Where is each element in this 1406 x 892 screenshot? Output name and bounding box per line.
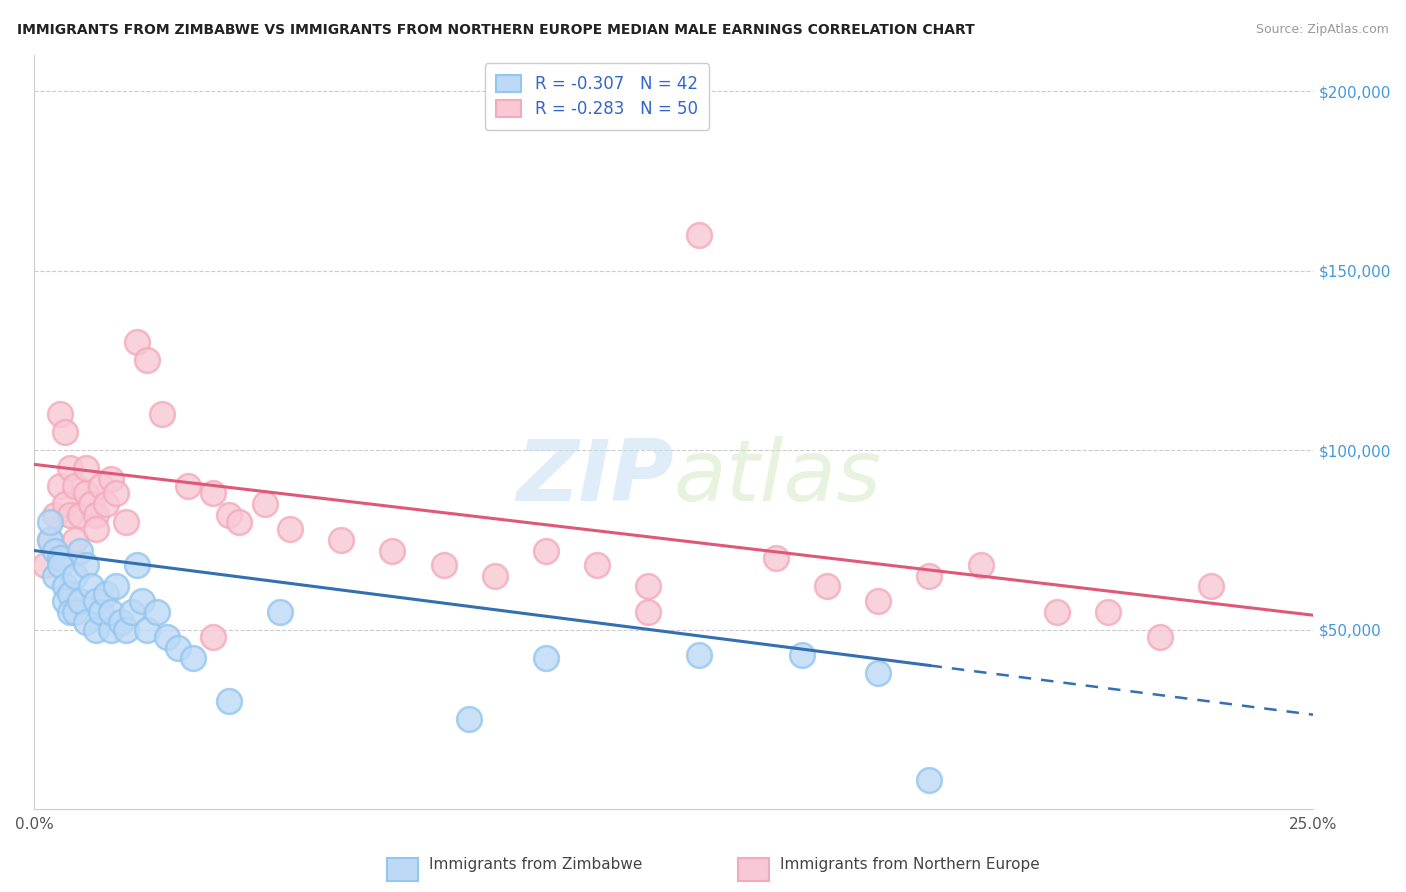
Point <box>100 623 122 637</box>
Point <box>125 335 148 350</box>
Point <box>53 579 76 593</box>
Point <box>688 227 710 242</box>
Point <box>1046 605 1069 619</box>
Point <box>84 522 107 536</box>
Point <box>65 479 87 493</box>
Text: Immigrants from Zimbabwe: Immigrants from Zimbabwe <box>429 857 643 872</box>
Point <box>65 605 87 619</box>
Point <box>59 587 82 601</box>
Point <box>75 461 97 475</box>
Point <box>868 665 890 680</box>
Point <box>458 712 481 726</box>
Point <box>1097 605 1119 619</box>
Point <box>59 461 82 475</box>
Point <box>218 694 240 708</box>
Point <box>381 543 404 558</box>
Point <box>65 568 87 582</box>
Point <box>253 497 276 511</box>
Point <box>637 605 659 619</box>
Point <box>125 558 148 572</box>
Point <box>150 407 173 421</box>
Point <box>534 543 557 558</box>
Point <box>53 594 76 608</box>
Point <box>218 508 240 522</box>
Point <box>94 587 117 601</box>
Point <box>177 479 200 493</box>
Point <box>269 605 291 619</box>
Point <box>53 425 76 439</box>
Point <box>918 773 941 788</box>
Point <box>69 594 91 608</box>
Point <box>84 623 107 637</box>
Point <box>202 486 225 500</box>
Point <box>484 568 506 582</box>
Point <box>202 630 225 644</box>
Point <box>105 486 128 500</box>
Point <box>815 579 838 593</box>
Point <box>121 605 143 619</box>
Point <box>38 515 60 529</box>
Point <box>65 533 87 547</box>
Point <box>135 623 157 637</box>
Point <box>79 579 101 593</box>
Text: IMMIGRANTS FROM ZIMBABWE VS IMMIGRANTS FROM NORTHERN EUROPE MEDIAN MALE EARNINGS: IMMIGRANTS FROM ZIMBABWE VS IMMIGRANTS F… <box>17 23 974 37</box>
Point <box>75 615 97 630</box>
Point <box>105 579 128 593</box>
Point <box>90 605 112 619</box>
Point <box>84 594 107 608</box>
Point <box>135 353 157 368</box>
Point <box>146 605 169 619</box>
Point <box>49 550 72 565</box>
Text: Source: ZipAtlas.com: Source: ZipAtlas.com <box>1256 23 1389 37</box>
Point <box>115 515 138 529</box>
Point <box>59 508 82 522</box>
Text: ZIP: ZIP <box>516 436 673 519</box>
Point <box>49 407 72 421</box>
Point <box>868 594 890 608</box>
Point <box>69 543 91 558</box>
Point <box>79 497 101 511</box>
Point <box>534 651 557 665</box>
Point <box>100 472 122 486</box>
Point <box>1199 579 1222 593</box>
Point <box>166 640 188 655</box>
Point <box>75 558 97 572</box>
Point <box>156 630 179 644</box>
Point <box>44 543 66 558</box>
Point <box>278 522 301 536</box>
Point <box>53 497 76 511</box>
Point <box>100 605 122 619</box>
Point <box>790 648 813 662</box>
Point <box>49 558 72 572</box>
Text: atlas: atlas <box>673 436 882 519</box>
Point <box>765 550 787 565</box>
Point <box>330 533 353 547</box>
Point <box>69 508 91 522</box>
Point <box>49 479 72 493</box>
Point <box>918 568 941 582</box>
Point <box>94 497 117 511</box>
Point <box>38 533 60 547</box>
Point <box>90 479 112 493</box>
Point <box>181 651 204 665</box>
Point <box>637 579 659 593</box>
Point <box>228 515 250 529</box>
Point <box>110 615 132 630</box>
Point <box>969 558 991 572</box>
Point <box>75 486 97 500</box>
Point <box>44 508 66 522</box>
Point <box>131 594 153 608</box>
Point <box>115 623 138 637</box>
Point <box>34 558 56 572</box>
Point <box>1149 630 1171 644</box>
Point <box>84 508 107 522</box>
Point <box>59 605 82 619</box>
Point <box>688 648 710 662</box>
Point <box>44 568 66 582</box>
Point <box>586 558 609 572</box>
Text: Immigrants from Northern Europe: Immigrants from Northern Europe <box>780 857 1040 872</box>
Legend: R = -0.307   N = 42, R = -0.283   N = 50: R = -0.307 N = 42, R = -0.283 N = 50 <box>485 63 710 130</box>
Point <box>38 533 60 547</box>
Point <box>432 558 454 572</box>
